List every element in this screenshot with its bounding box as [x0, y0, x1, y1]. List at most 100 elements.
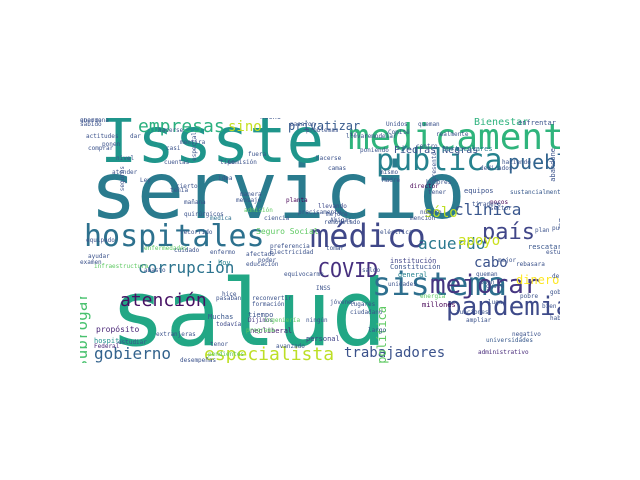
cloud-word: corrupción: [138, 258, 235, 277]
cloud-word: hice: [222, 291, 237, 298]
cloud-word: comprar: [88, 145, 114, 152]
cloud-word: tiradero: [472, 201, 501, 208]
word-cloud: saludservicioIssstemedicamentospúblicaho…: [80, 118, 560, 363]
cloud-word: apoyo: [458, 233, 501, 249]
cloud-word: especial: [191, 132, 198, 161]
cloud-word: sector: [490, 205, 512, 212]
cloud-word: sustancialmente: [510, 189, 560, 196]
cloud-word: hacerse: [316, 155, 342, 162]
cloud-word: mismo: [380, 169, 399, 176]
cloud-word: abandona: [80, 118, 109, 124]
cloud-word: Comité: [388, 129, 410, 136]
cloud-word: hoy: [218, 259, 231, 267]
cloud-word: número: [420, 209, 442, 216]
cloud-word: mención: [410, 215, 436, 222]
cloud-word: Electricidad: [270, 249, 314, 256]
cloud-word: todavía: [216, 321, 242, 328]
cloud-word: afectado: [246, 251, 275, 258]
cloud-word: abasto: [144, 267, 166, 274]
cloud-word: salud: [110, 260, 387, 363]
cloud-word: haciendo: [502, 159, 531, 166]
cloud-word: dinero: [516, 273, 560, 287]
cloud-word: queman: [418, 121, 440, 128]
cloud-word: poniendo: [360, 147, 389, 154]
cloud-word: educación: [246, 261, 279, 268]
cloud-word: ponen: [102, 141, 121, 148]
cloud-word: tenía: [170, 187, 189, 194]
cloud-word: mentira: [180, 139, 206, 146]
cloud-word: Comisión: [228, 159, 257, 166]
cloud-word: mejorar: [430, 270, 540, 300]
cloud-word: particulares: [442, 145, 493, 153]
cloud-word: había: [550, 315, 560, 322]
cloud-word: examen: [80, 259, 102, 266]
cloud-word: saldo: [362, 267, 381, 274]
cloud-word: pendientes: [208, 351, 245, 358]
cloud-word: cierto: [176, 183, 198, 190]
cloud-word: equipado: [86, 237, 115, 244]
cloud-word: ciudadano: [350, 309, 383, 316]
cloud-word: hecho: [260, 118, 281, 121]
cloud-word: queman: [476, 271, 498, 278]
cloud-word: trabajadores: [344, 345, 446, 361]
cloud-word: empresas: [138, 118, 225, 137]
cloud-word: casi: [166, 145, 181, 152]
cloud-word: atender: [112, 169, 138, 176]
cloud-word: pública: [376, 143, 503, 178]
cloud-word: Ley: [140, 177, 151, 184]
cloud-word: enfermo: [210, 249, 236, 256]
cloud-word: extranjeras: [156, 331, 196, 338]
cloud-word: pasaron: [290, 121, 316, 128]
cloud-word: institución: [390, 257, 437, 265]
cloud-word: camas: [328, 165, 347, 172]
cloud-word: Seguro Social: [256, 227, 319, 236]
cloud-word: sabido: [80, 121, 102, 128]
cloud-word: Bienestar: [474, 118, 529, 128]
cloud-word: nivel: [116, 155, 135, 162]
cloud-word: funciones: [456, 309, 489, 316]
cloud-word: tiempo: [248, 311, 274, 319]
cloud-word: enfrentar: [518, 119, 556, 127]
cloud-word: eléctrica: [380, 229, 413, 236]
cloud-word: llevando: [318, 203, 347, 210]
cloud-word: medicamentos: [348, 118, 560, 158]
cloud-word: Madre: [382, 177, 401, 184]
cloud-word: presentó: [431, 152, 438, 181]
cloud-word: clínica: [454, 200, 522, 219]
cloud-word: cuidado: [174, 247, 200, 254]
cloud-word: pasaban: [216, 295, 242, 302]
cloud-word: personal: [306, 335, 340, 343]
cloud-word: acuerdo: [418, 234, 486, 253]
cloud-word: ayudar: [88, 253, 110, 260]
cloud-word: planta: [286, 197, 308, 204]
cloud-word: preferencia: [270, 243, 310, 250]
cloud-word: gobierno: [94, 344, 172, 363]
cloud-word: largo: [368, 327, 387, 334]
cloud-word: estudiara: [546, 249, 560, 256]
cloud-word: remodelar: [364, 133, 397, 140]
cloud-word: interés: [558, 223, 560, 230]
cloud-word: cabo: [474, 255, 508, 271]
cloud-word: pandemia: [446, 292, 560, 322]
cloud-word: universidades: [486, 337, 533, 344]
cloud-word: centro: [416, 143, 438, 150]
cloud-word: tener: [428, 189, 447, 196]
cloud-word: gusto: [486, 283, 505, 290]
cloud-word: mejor: [498, 257, 517, 264]
cloud-word: administrativo: [478, 349, 529, 356]
cloud-word: especialista: [204, 344, 335, 364]
cloud-word: recorrido: [180, 229, 213, 236]
cloud-word: ningún: [306, 317, 328, 324]
cloud-word: tomar: [326, 245, 345, 252]
cloud-word: general: [398, 271, 428, 279]
cloud-word: sino: [228, 119, 262, 135]
cloud-word: Federal: [94, 343, 120, 350]
cloud-word: puentes: [552, 225, 560, 232]
cloud-word: neoliberal: [250, 327, 293, 335]
cloud-word: buen: [480, 279, 495, 286]
cloud-word: sistema: [372, 265, 507, 303]
cloud-word: lugares: [350, 301, 376, 308]
cloud-word: Muchas: [208, 313, 234, 321]
cloud-word: gobernador: [550, 289, 560, 296]
cloud-word: poder: [258, 257, 277, 264]
